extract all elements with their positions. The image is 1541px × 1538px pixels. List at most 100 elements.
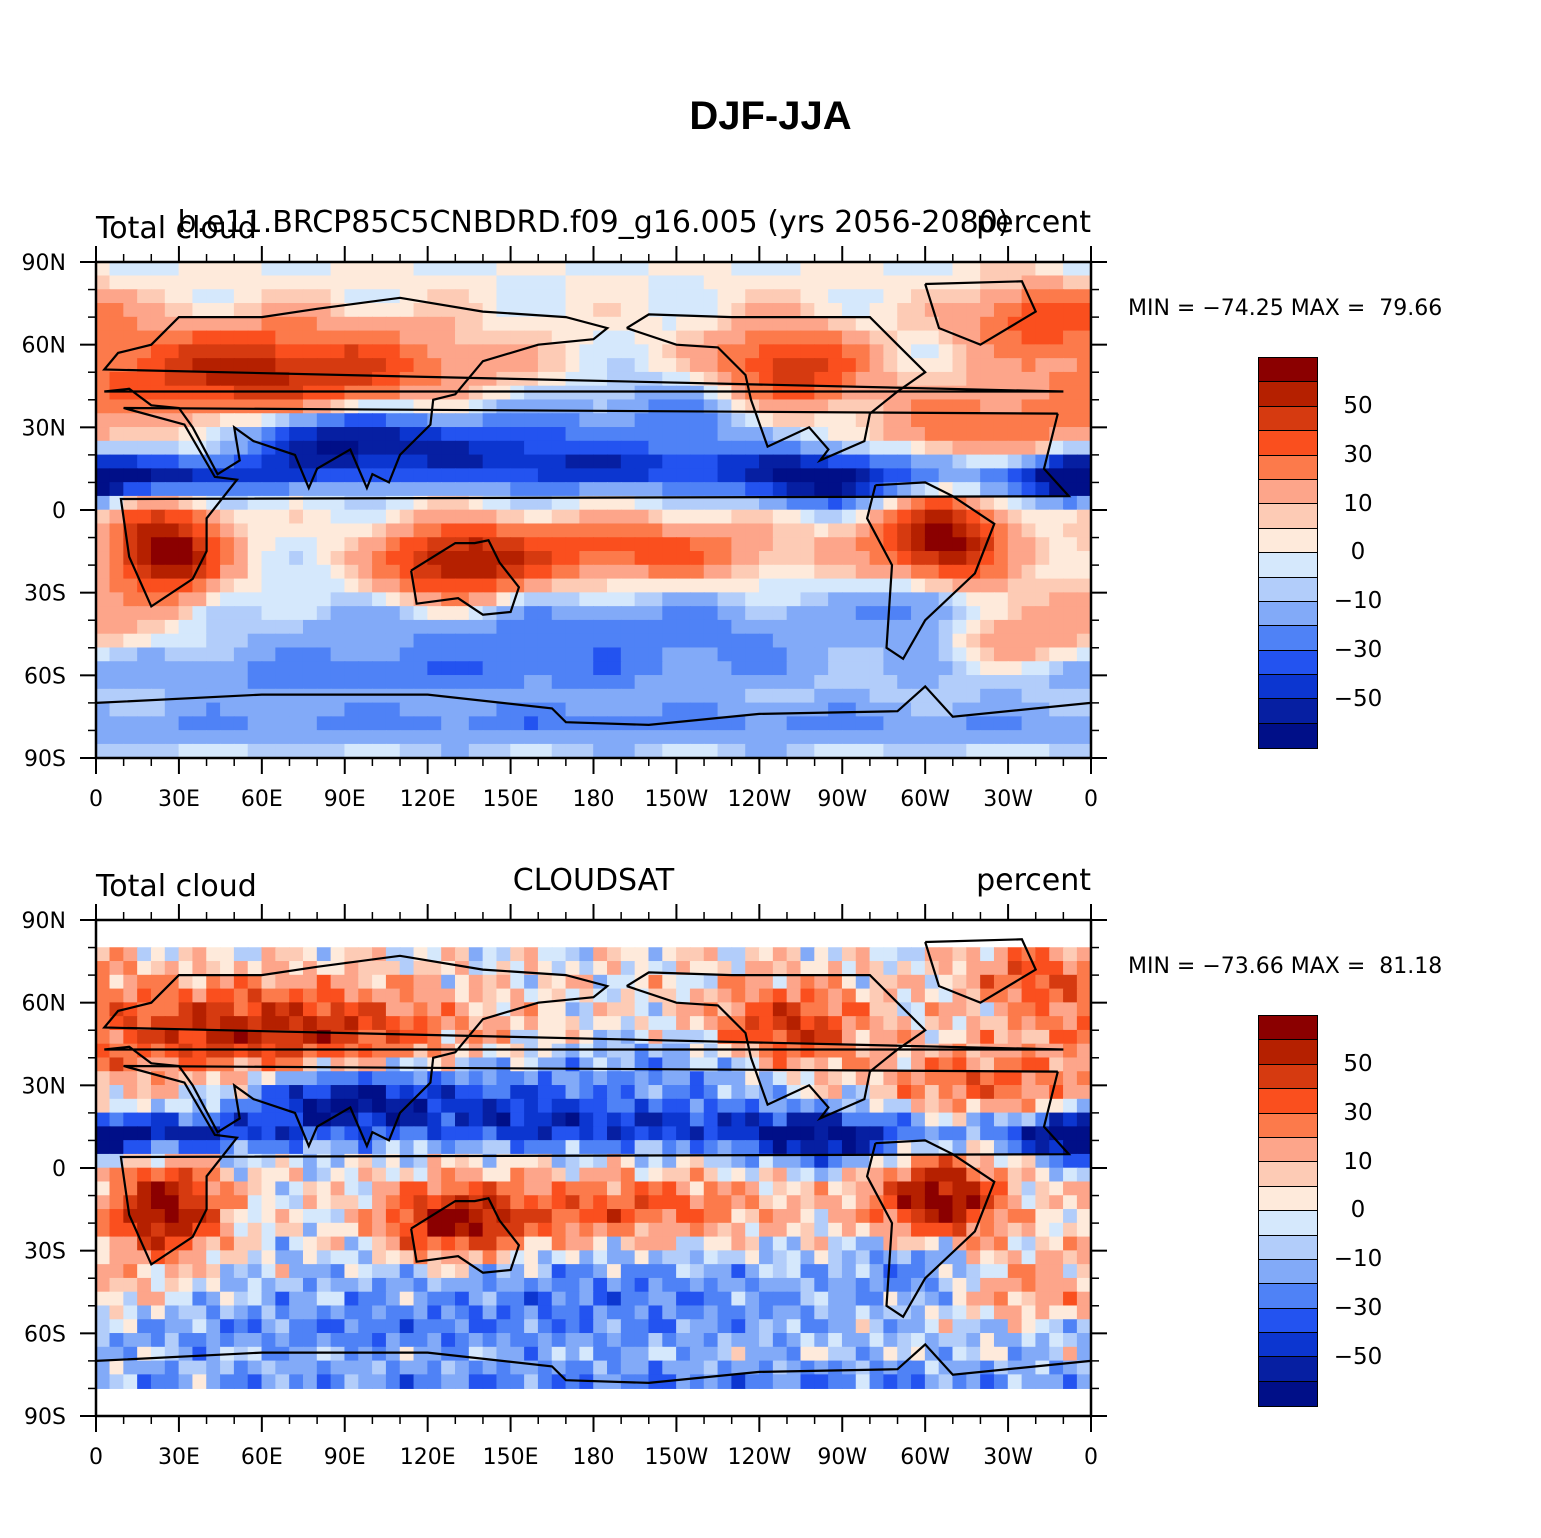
x-tick-label: 30E xyxy=(158,1445,200,1470)
x-tick-label: 60E xyxy=(241,787,283,812)
colorbar-label: 10 xyxy=(1343,1148,1373,1175)
right-title: percent xyxy=(976,863,1091,898)
x-tick-label: 120W xyxy=(727,787,791,812)
colorbar-label: 30 xyxy=(1343,441,1373,468)
colorbar-label: 0 xyxy=(1350,1197,1366,1224)
x-tick-label: 150W xyxy=(645,1445,709,1470)
map-panel-cloudsat: 0 30E 60E 90E 120E 150E 180 150W 120W 90W 60W 30W 09… xyxy=(22,863,1107,1470)
y-tick-label: 60S xyxy=(24,1322,66,1347)
x-tick-label: 90E xyxy=(324,787,366,812)
colorbar-swatch xyxy=(1259,358,1317,383)
colorbar-swatch xyxy=(1259,1162,1317,1187)
y-tick-label: 90N xyxy=(22,251,66,276)
y-tick-label: 30N xyxy=(22,1074,66,1099)
colorbar-swatch xyxy=(1259,431,1317,456)
colorbar-swatch xyxy=(1259,1113,1317,1138)
colorbar-swatch xyxy=(1259,1284,1317,1309)
y-tick-label: 60N xyxy=(22,992,66,1017)
x-tick-label: 0 xyxy=(89,787,103,812)
colorbar-swatch xyxy=(1259,699,1317,724)
colorbar-label: −50 xyxy=(1333,1343,1383,1370)
colorbar-label: 50 xyxy=(1343,393,1373,419)
x-tick-label: 0 xyxy=(1084,787,1098,812)
y-tick-label: 90S xyxy=(24,747,66,772)
y-tick-label: 90N xyxy=(22,909,66,934)
colorbar-swatch xyxy=(1259,455,1317,480)
colorbar-label: −50 xyxy=(1333,685,1383,712)
colorbar-swatch xyxy=(1259,406,1317,432)
x-tick-label: 0 xyxy=(89,1445,103,1470)
colorbar-label: 50 xyxy=(1343,1051,1373,1077)
colorbar-swatch xyxy=(1259,1381,1317,1407)
x-tick-label: 90E xyxy=(324,1445,366,1470)
center-title: CLOUDSAT xyxy=(513,863,675,898)
y-tick-label: 90S xyxy=(24,1405,66,1430)
y-tick-label: 30N xyxy=(22,416,66,441)
x-tick-label: 60E xyxy=(241,1445,283,1470)
colorbar-swatch xyxy=(1259,528,1317,554)
colorbar-swatch xyxy=(1259,479,1317,505)
colorbar-swatch xyxy=(1259,626,1317,651)
x-tick-label: 150E xyxy=(483,787,539,812)
figure-title: DJF-JJA xyxy=(689,94,852,138)
y-tick-label: 30S xyxy=(24,582,66,607)
left-title: Total cloud xyxy=(95,211,257,246)
x-tick-label: 120W xyxy=(727,1445,791,1470)
y-tick-label: 0 xyxy=(52,1157,66,1182)
colorbar-swatch xyxy=(1259,1235,1317,1260)
colorbar-label: −30 xyxy=(1333,1295,1383,1321)
right-title: percent xyxy=(976,205,1091,240)
coastlines xyxy=(96,280,1091,727)
x-tick-label: 150W xyxy=(645,787,709,812)
coastlines xyxy=(96,938,1091,1385)
x-tick-label: 150E xyxy=(483,1445,539,1470)
colorbar-label: −10 xyxy=(1333,1246,1383,1273)
colorbar-swatch xyxy=(1259,723,1317,749)
x-tick-label: 60W xyxy=(900,787,950,812)
stats-label-cloudsat: MIN = −73.66 MAX = 81.18 xyxy=(1128,954,1443,979)
x-tick-label: 30E xyxy=(158,787,200,812)
x-tick-label: 30W xyxy=(983,787,1033,812)
colorbar-swatch xyxy=(1259,577,1317,602)
center-title: b.e11.BRCP85C5CNBDRD.f09_g16.005 (yrs 20… xyxy=(178,205,1010,240)
colorbar-swatch xyxy=(1259,1064,1317,1090)
field-shading xyxy=(96,947,1091,1389)
colorbar-label: 10 xyxy=(1343,490,1373,517)
colorbar-swatch xyxy=(1259,1211,1317,1236)
y-tick-label: 0 xyxy=(52,499,66,524)
colorbar-swatch xyxy=(1259,601,1317,627)
colorbar-swatch xyxy=(1259,1357,1317,1382)
x-tick-label: 120E xyxy=(400,787,456,812)
y-tick-label: 60S xyxy=(24,664,66,689)
colorbar-swatch xyxy=(1259,1040,1317,1065)
field-shading xyxy=(96,262,1091,758)
x-tick-label: 30W xyxy=(983,1445,1033,1470)
x-tick-label: 90W xyxy=(817,1445,867,1470)
colorbar-swatch xyxy=(1259,1089,1317,1114)
colorbar-swatch xyxy=(1259,1308,1317,1334)
y-tick-label: 60N xyxy=(22,334,66,359)
colorbar-swatch xyxy=(1259,1016,1317,1041)
colorbar-swatch xyxy=(1259,675,1317,700)
y-tick-label: 30S xyxy=(24,1240,66,1265)
stats-label-model: MIN = −74.25 MAX = 79.66 xyxy=(1128,296,1443,321)
colorbar-label: −10 xyxy=(1333,588,1383,615)
x-tick-label: 120E xyxy=(400,1445,456,1470)
x-tick-label: 180 xyxy=(573,1445,615,1470)
colorbar-swatch xyxy=(1259,1186,1317,1212)
x-tick-label: 0 xyxy=(1084,1445,1098,1470)
colorbar-swatch xyxy=(1259,1333,1317,1358)
map-panel-model: 0 30E 60E 90E 120E 150E 180 150W 120W 90W 60W 30W 09… xyxy=(22,205,1107,812)
x-tick-label: 60W xyxy=(900,1445,950,1470)
colorbar-swatch xyxy=(1259,1137,1317,1163)
colorbar-swatch xyxy=(1259,650,1317,676)
colorbar-swatch xyxy=(1259,1259,1317,1285)
colorbar-swatch xyxy=(1259,504,1317,529)
colorbar-label: −30 xyxy=(1333,637,1383,663)
left-title: Total cloud xyxy=(95,869,257,904)
colorbar-model xyxy=(1258,357,1318,750)
colorbar-cloudsat xyxy=(1258,1015,1318,1408)
colorbar-label: 30 xyxy=(1343,1099,1373,1126)
colorbar-swatch xyxy=(1259,382,1317,407)
colorbar-swatch xyxy=(1259,553,1317,578)
